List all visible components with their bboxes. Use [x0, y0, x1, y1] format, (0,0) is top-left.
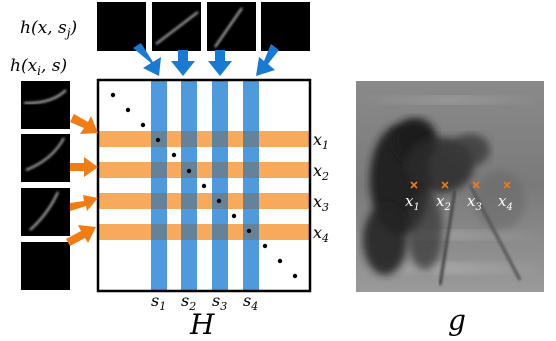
top-kernel-2: [152, 2, 201, 51]
diagonal-dot: [125, 107, 131, 113]
row-highlight-x2: [98, 162, 310, 178]
row-label-x1: x1: [313, 130, 329, 152]
blue-arrow-4: [256, 44, 279, 76]
col-labels: s1 s2 s3 s4: [151, 291, 258, 313]
orange-arrows: [66, 114, 98, 246]
col-highlight-s3: [212, 80, 228, 291]
top-kernel-3: [207, 2, 256, 51]
col-label-s2: s2: [181, 291, 196, 313]
col-label-s1: s1: [151, 291, 166, 313]
matrix-label-H: H: [189, 308, 215, 341]
marker-x2: [441, 181, 449, 189]
diagonal-dot: [110, 92, 116, 98]
diagonal-dot: [140, 122, 146, 128]
matrix-H: [96, 78, 312, 293]
col-highlight-s1: [151, 80, 167, 291]
row-labels: x1 x2 x3 x4: [313, 130, 329, 245]
left-kernel-thumbnails: [21, 81, 70, 290]
orange-arrow-1: [70, 114, 98, 134]
blue-arrows: [133, 43, 279, 76]
image-point-labels: x1 x2 x3 x4: [405, 192, 513, 213]
diagonal-dot: [262, 243, 268, 249]
left-kernel-1: [21, 81, 70, 129]
diagonal-dot: [292, 273, 298, 279]
diagonal-dot: [246, 228, 252, 234]
diagonal-dot: [186, 168, 192, 174]
diagonal-dot: [201, 183, 207, 189]
image-label-x2: x2: [436, 192, 451, 213]
left-kernel-2: [21, 134, 70, 182]
marker-x4: [503, 181, 511, 189]
marker-x3: [472, 181, 480, 189]
orange-arrow-3: [70, 195, 98, 211]
blue-arrow-1: [133, 43, 161, 76]
col-highlight-s2: [181, 80, 197, 291]
row-highlight-x3: [98, 193, 310, 209]
matrix-border: [96, 78, 312, 293]
image-label-x4: x4: [498, 192, 513, 213]
row-label-x4: x4: [313, 223, 329, 245]
row-highlight-x1: [98, 131, 310, 147]
blurred-image-g: x1 x2 x3 x4: [356, 81, 544, 292]
row-label-x3: x3: [313, 192, 329, 214]
image-label-x1: x1: [405, 192, 420, 213]
diagonal-dot: [216, 198, 222, 204]
blue-arrow-2: [171, 50, 195, 76]
col-label-s4: s4: [243, 291, 258, 313]
row-highlight-x4: [98, 224, 310, 240]
label-h-xi-s: h(xi, s): [10, 56, 67, 78]
left-kernel-3: [21, 188, 70, 236]
diagonal-dots: [110, 92, 298, 279]
top-kernel-4: [261, 2, 310, 51]
label-h-x-sj: h(x, sj): [20, 18, 77, 40]
row-label-x2: x2: [313, 161, 329, 183]
image-label-g: g: [448, 304, 466, 337]
diagonal-dot: [231, 213, 237, 219]
marker-x1: [410, 181, 418, 189]
left-kernel-4: [21, 242, 70, 290]
highlight-overlaps: [151, 131, 259, 240]
orange-arrow-4: [66, 225, 96, 246]
top-kernel-1: [97, 2, 146, 51]
diagonal-dot: [171, 152, 177, 158]
image-label-x3: x3: [467, 192, 482, 213]
blue-arrow-3: [208, 50, 232, 76]
col-highlight-s4: [243, 80, 259, 291]
orange-arrow-2: [70, 157, 98, 177]
diagonal-dot: [277, 258, 283, 264]
image-markers: [410, 181, 511, 189]
col-label-s3: s3: [212, 291, 227, 313]
top-kernel-thumbnails: [97, 2, 310, 51]
diagonal-dot: [155, 137, 161, 143]
